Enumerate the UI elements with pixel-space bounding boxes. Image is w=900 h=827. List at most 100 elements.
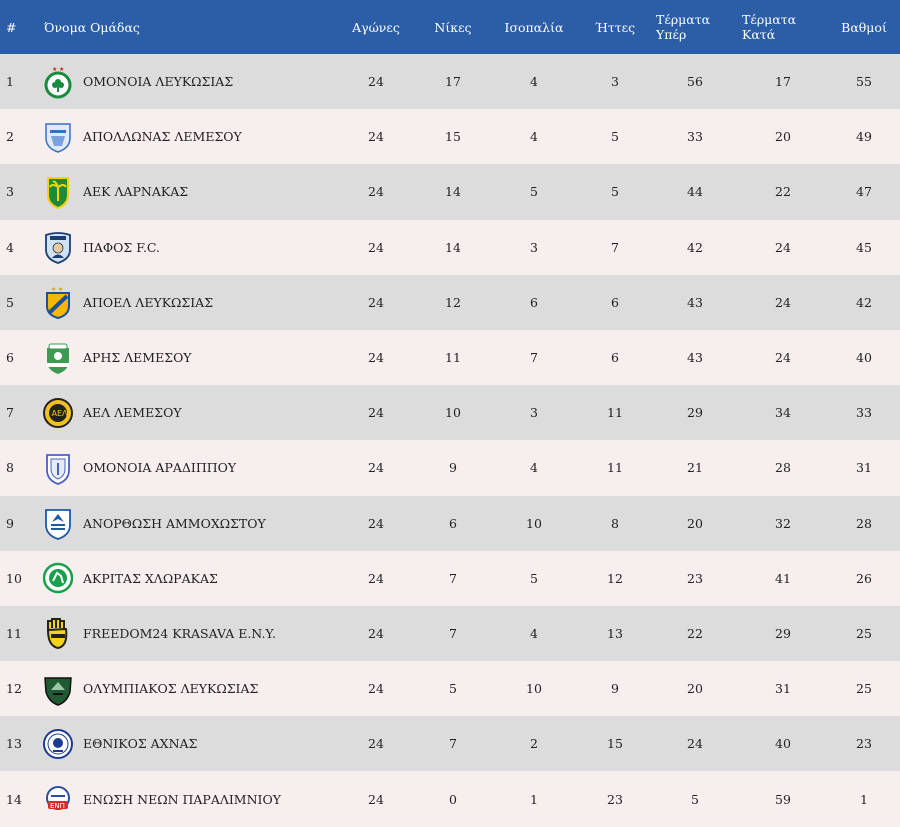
points-cell: 45 xyxy=(856,239,872,255)
table-row[interactable]: 3 ΑΕΚ ΛΑΡΝΑΚΑΣ 24 14 5 5 44 22 47 xyxy=(0,164,900,220)
team-name[interactable]: ΟΜΟΝΟΙΑ ΛΕΥΚΩΣΙΑΣ xyxy=(83,74,234,90)
table-row[interactable]: 8 ΟΜΟΝΟΙΑ ΑΡΑΔΙΠΠΟΥ 24 9 4 11 21 28 31 xyxy=(0,440,900,496)
rank-cell: 2 xyxy=(6,129,14,145)
header-goals-for-line2: Υπέρ xyxy=(656,27,687,42)
team-name[interactable]: ΑΝΟΡΘΩΣΗ ΑΜΜΟΧΩΣΤΟΥ xyxy=(83,515,266,531)
wins-cell: 17 xyxy=(445,74,461,90)
goals-against-cell: 22 xyxy=(775,184,791,200)
table-row[interactable]: 12 ΟΛΥΜΠΙΑΚΟΣ ΛΕΥΚΩΣΙΑΣ 24 5 10 9 20 31 25 xyxy=(0,661,900,717)
points-cell: 25 xyxy=(856,681,872,697)
header-wins[interactable]: Νίκες xyxy=(434,19,472,35)
wins-cell: 15 xyxy=(445,129,461,145)
team-name[interactable]: ΑΚΡΙΤΑΣ ΧΛΩΡΑΚΑΣ xyxy=(83,570,218,586)
team-name[interactable]: ΑΠΟΕΛ ΛΕΥΚΩΣΙΑΣ xyxy=(83,294,214,310)
header-goals-against[interactable]: Τέρματα Κατά xyxy=(738,0,828,54)
team-name[interactable]: ΑΡΗΣ ΛΕΜΕΣΟΥ xyxy=(83,350,192,366)
team-name[interactable]: FREEDOM24 KRASAVA E.N.Y. xyxy=(83,625,277,641)
losses-cell: 6 xyxy=(611,350,619,366)
points-cell: 40 xyxy=(856,350,872,366)
team-cell: ΑΕΛ ΑΕΛ ΛΕΜΕΣΟΥ xyxy=(40,385,336,440)
wins-cell: 14 xyxy=(445,239,461,255)
wins-cell: 10 xyxy=(445,405,461,421)
svg-text:ΑΕΛ: ΑΕΛ xyxy=(52,409,69,418)
team-crest-icon: ΕΝΠ xyxy=(43,782,73,816)
table-row[interactable]: 6 ΑΡΗΣ ΛΕΜΕΣΟΥ 24 11 7 6 43 24 40 xyxy=(0,329,900,386)
goals-against-cell: 31 xyxy=(775,681,791,697)
table-row[interactable]: 5 ★ ★ ΑΠΟΕΛ ΛΕΥΚΩΣΙΑΣ 24 12 6 6 43 24 42 xyxy=(0,274,900,330)
points-cell: 25 xyxy=(856,625,872,641)
played-cell: 24 xyxy=(368,184,384,200)
header-losses[interactable]: Ήττες xyxy=(594,19,636,35)
team-cell: ΑΕΚ ΛΑΡΝΑΚΑΣ xyxy=(40,164,336,219)
table-row[interactable]: 10 ΑΚΡΙΤΑΣ ΧΛΩΡΑΚΑΣ 24 7 5 12 23 41 26 xyxy=(0,550,900,606)
table-row[interactable]: 2 ΑΠΟΛΛΩΝΑΣ ΛΕΜΕΣΟΥ 24 15 4 5 33 20 49 xyxy=(0,109,900,165)
team-crest-icon: ΑΕΛ xyxy=(43,396,73,430)
rank-cell: 14 xyxy=(6,791,22,807)
table-row[interactable]: 7 ΑΕΛ ΑΕΛ ΛΕΜΕΣΟΥ 24 10 3 11 29 34 33 xyxy=(0,385,900,441)
table-row[interactable]: 9 ΑΝΟΡΘΩΣΗ ΑΜΜΟΧΩΣΤΟΥ 24 6 10 8 20 32 28 xyxy=(0,495,900,551)
team-name[interactable]: ΑΠΟΛΛΩΝΑΣ ΛΕΜΕΣΟΥ xyxy=(83,129,242,145)
header-points[interactable]: Βαθμοί xyxy=(841,19,887,35)
team-name[interactable]: ΟΛΥΜΠΙΑΚΟΣ ΛΕΥΚΩΣΙΑΣ xyxy=(83,681,259,697)
wins-cell: 9 xyxy=(449,460,457,476)
played-cell: 24 xyxy=(368,625,384,641)
losses-cell: 15 xyxy=(607,736,623,752)
team-name[interactable]: ΕΝΩΣΗ ΝΕΩΝ ΠΑΡΑΛΙΜΝΙΟΥ xyxy=(83,791,281,807)
team-name[interactable]: ΕΘΝΙΚΟΣ ΑΧΝΑΣ xyxy=(83,736,198,752)
draws-cell: 4 xyxy=(530,74,538,90)
losses-cell: 5 xyxy=(611,129,619,145)
goals-against-cell: 17 xyxy=(775,74,791,90)
team-cell: ΑΡΗΣ ΛΕΜΕΣΟΥ xyxy=(40,330,336,385)
table-header: # Όνομα Ομάδας Αγώνες Νίκες Ισοπαλία Ήττ… xyxy=(0,0,900,54)
losses-cell: 6 xyxy=(611,294,619,310)
table-row[interactable]: 13 ΕΘΝΙΚΟΣ ΑΧΝΑΣ 24 7 2 15 24 40 23 xyxy=(0,716,900,772)
header-goals-against-line2: Κατά xyxy=(742,27,776,42)
header-rank[interactable]: # xyxy=(6,19,17,35)
table-row[interactable]: 11 FREEDOM24 KRASAVA E.N.Y. 24 7 4 13 22 29 25 xyxy=(0,605,900,662)
table-row[interactable]: 14 ΕΝΠ ΕΝΩΣΗ ΝΕΩΝ ΠΑΡΑΛΙΜΝΙΟΥ 24 0 1 23 5 59 1 xyxy=(0,771,900,827)
wins-cell: 14 xyxy=(445,184,461,200)
draws-cell: 4 xyxy=(530,625,538,641)
played-cell: 24 xyxy=(368,570,384,586)
table-row[interactable]: 4 ΠΑΦΟΣ F.C. 24 14 3 7 42 24 45 xyxy=(0,219,900,275)
header-goals-for[interactable]: Τέρματα Υπέρ xyxy=(652,0,738,54)
played-cell: 24 xyxy=(368,294,384,310)
team-cell: ★ ★ ΑΠΟΕΛ ΛΕΥΚΩΣΙΑΣ xyxy=(40,275,336,330)
table-row[interactable]: 1 ★ ★ ΟΜΟΝΟΙΑ ΛΕΥΚΩΣΙΑΣ 24 17 4 3 56 17 55 xyxy=(0,54,900,110)
team-cell: ΑΠΟΛΛΩΝΑΣ ΛΕΜΕΣΟΥ xyxy=(40,109,336,164)
goals-against-cell: 59 xyxy=(775,791,791,807)
team-name[interactable]: ΠΑΦΟΣ F.C. xyxy=(83,239,161,255)
rank-cell: 6 xyxy=(6,350,14,366)
team-cell: ★ ★ ΟΜΟΝΟΙΑ ΛΕΥΚΩΣΙΑΣ xyxy=(40,54,336,109)
team-crest-icon xyxy=(43,561,73,595)
losses-cell: 3 xyxy=(611,74,619,90)
svg-text:★: ★ xyxy=(51,286,56,293)
goals-against-cell: 29 xyxy=(775,625,791,641)
goals-for-cell: 23 xyxy=(687,570,703,586)
losses-cell: 7 xyxy=(611,239,619,255)
goals-against-cell: 40 xyxy=(775,736,791,752)
goals-against-cell: 28 xyxy=(775,460,791,476)
team-cell: ΕΘΝΙΚΟΣ ΑΧΝΑΣ xyxy=(40,716,336,771)
svg-text:★: ★ xyxy=(59,66,64,73)
team-crest-icon: ★ ★ xyxy=(43,65,73,99)
rank-cell: 8 xyxy=(6,460,14,476)
points-cell: 28 xyxy=(856,515,872,531)
played-cell: 24 xyxy=(368,736,384,752)
points-cell: 33 xyxy=(856,405,872,421)
goals-for-cell: 42 xyxy=(687,239,703,255)
team-name[interactable]: ΑΕΛ ΛΕΜΕΣΟΥ xyxy=(83,405,182,421)
team-name[interactable]: ΑΕΚ ΛΑΡΝΑΚΑΣ xyxy=(83,184,189,200)
header-draws[interactable]: Ισοπαλία xyxy=(504,19,564,35)
team-name[interactable]: ΟΜΟΝΟΙΑ ΑΡΑΔΙΠΠΟΥ xyxy=(83,460,237,476)
wins-cell: 7 xyxy=(449,625,457,641)
team-crest-icon xyxy=(43,230,73,265)
svg-text:ΕΝΠ: ΕΝΠ xyxy=(50,802,65,810)
header-played[interactable]: Αγώνες xyxy=(352,19,400,35)
rank-cell: 9 xyxy=(6,515,14,531)
points-cell: 31 xyxy=(856,460,872,476)
played-cell: 24 xyxy=(368,460,384,476)
header-team-name[interactable]: Όνομα Ομάδας xyxy=(44,19,140,35)
team-crest-icon xyxy=(43,120,73,154)
points-cell: 1 xyxy=(860,791,868,807)
